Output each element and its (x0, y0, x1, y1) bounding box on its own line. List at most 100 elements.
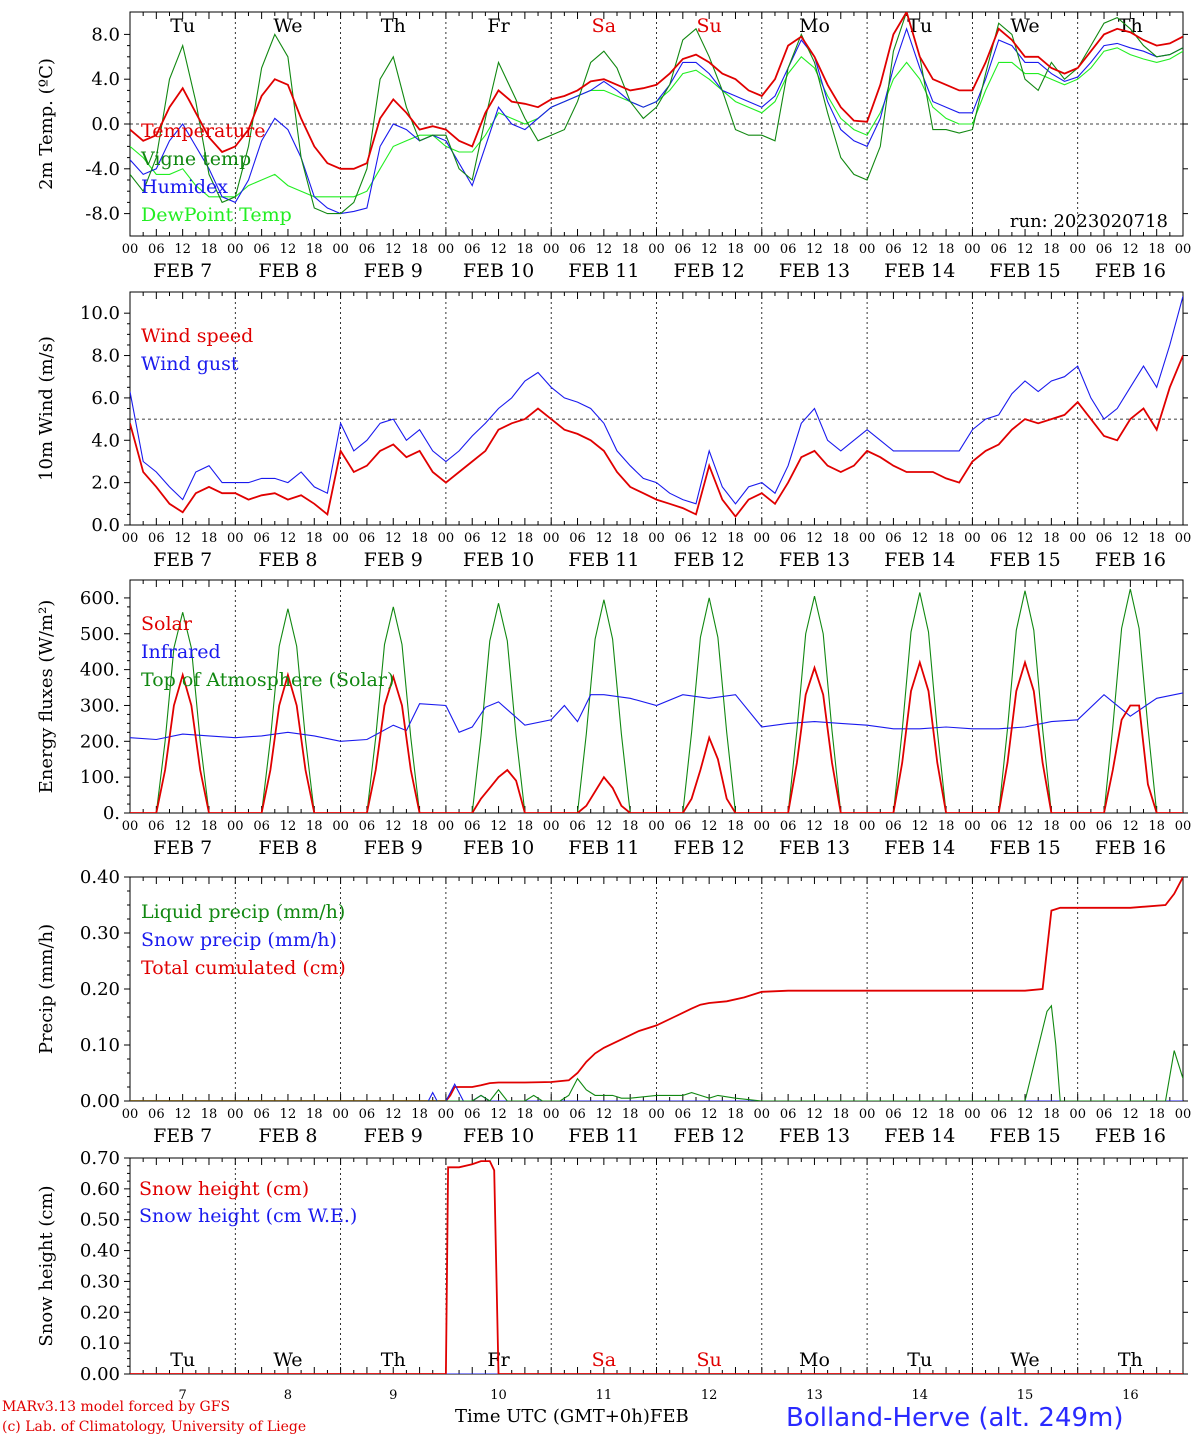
hour-tick-label: 18 (411, 819, 428, 834)
lab-credit: (c) Lab. of Climatology, University of L… (2, 1419, 307, 1435)
y-tick-label: 0.40 (80, 867, 120, 888)
hour-tick-label: 12 (385, 242, 402, 257)
day-number-label: 12 (701, 1388, 718, 1403)
date-label: FEB 15 (989, 260, 1060, 282)
hour-tick-label: 18 (1148, 1107, 1165, 1122)
hour-tick-label: 06 (359, 531, 376, 546)
hour-tick-label: 00 (859, 1107, 876, 1122)
hour-tick-label: 12 (385, 531, 402, 546)
y-tick-label: 0. (103, 803, 120, 824)
date-label: FEB 10 (463, 549, 534, 571)
hour-tick-label: 06 (253, 242, 270, 257)
legend-entry: Vigne temp (140, 148, 251, 170)
hour-tick-label: 12 (911, 819, 928, 834)
date-label: FEB 9 (364, 837, 423, 859)
hour-tick-label: 18 (622, 531, 639, 546)
panel-precip: 0.00 0.10 0.20 0.30 0.40 Precip (mm/h) 00 06 12 1… (36, 867, 1191, 1147)
date-label: FEB 15 (989, 549, 1060, 571)
hour-tick-label: 06 (359, 1107, 376, 1122)
hour-tick-label: 00 (543, 531, 560, 546)
legend-entry: Snow height (cm) (139, 1178, 309, 1200)
hour-tick-label: 06 (885, 819, 902, 834)
hour-tick-label: 12 (701, 531, 718, 546)
hour-tick-label: 00 (332, 819, 349, 834)
day-number-label: 14 (911, 1388, 928, 1403)
hour-tick-label: 12 (490, 819, 507, 834)
date-label: FEB 9 (364, 549, 423, 571)
hour-tick-label: 18 (1148, 531, 1165, 546)
hour-tick-label: 12 (701, 1107, 718, 1122)
hour-tick-label: 00 (438, 1107, 455, 1122)
hour-tick-label: 06 (885, 1107, 902, 1122)
hour-tick-label: 00 (332, 242, 349, 257)
hour-tick-label: 12 (1017, 1107, 1034, 1122)
legend-entry: Wind gust (141, 353, 239, 375)
hour-tick-label: 18 (1043, 531, 1060, 546)
date-label: FEB 9 (364, 1125, 423, 1147)
hour-tick-label: 06 (359, 242, 376, 257)
hour-tick-label: 06 (569, 819, 586, 834)
legend-entry: Temperature (141, 120, 265, 142)
hour-tick-label: 00 (648, 531, 665, 546)
y-tick-label: 8.0 (91, 24, 120, 45)
panel-wind: 0.0 2.0 4.0 6.0 8.0 10.0 10m Wind (m/s) 00 06 12 1… (36, 291, 1191, 571)
hour-tick-label: 18 (1148, 242, 1165, 257)
hour-tick-label: 12 (806, 819, 823, 834)
hour-tick-label: 06 (253, 531, 270, 546)
hour-tick-label: 00 (332, 531, 349, 546)
hour-tick-label: 18 (1148, 819, 1165, 834)
panel-snow: 0.00 0.10 0.20 0.30 0.40 0.50 0.60 0.70 Snow hei… (36, 1148, 1188, 1403)
day-of-week-label: Sa (592, 15, 616, 37)
date-label: FEB 7 (153, 549, 212, 571)
day-of-week-label: Th (381, 1349, 406, 1371)
hour-tick-label: 18 (517, 819, 534, 834)
hour-tick-label: 12 (1122, 242, 1139, 257)
date-label: FEB 16 (1095, 549, 1166, 571)
day-of-week-label: Tu (907, 1349, 932, 1371)
hour-tick-label: 06 (464, 819, 481, 834)
hour-tick-label: 00 (754, 531, 771, 546)
hour-tick-label: 06 (1096, 242, 1113, 257)
panel-energy: 0. 100. 200. 300. 400. 500. 600. Energy fluxes … (36, 579, 1191, 859)
hour-tick-label: 06 (675, 1107, 692, 1122)
date-label: FEB 16 (1095, 837, 1166, 859)
legend-entry: Infrared (141, 641, 221, 663)
hour-tick-label: 00 (227, 531, 244, 546)
hour-tick-label: 18 (1043, 242, 1060, 257)
date-label: FEB 12 (674, 549, 745, 571)
y-tick-label: 0.60 (80, 1179, 120, 1200)
hour-tick-label: 12 (1122, 819, 1139, 834)
day-of-week-label: We (273, 1349, 302, 1371)
hour-tick-label: 18 (411, 531, 428, 546)
hour-tick-label: 18 (833, 242, 850, 257)
date-label: FEB 11 (568, 837, 639, 859)
hour-tick-label: 00 (1069, 242, 1086, 257)
y-axis-label: Precip (mm/h) (36, 924, 57, 1054)
hour-tick-label: 12 (174, 819, 191, 834)
hour-tick-label: 00 (543, 242, 560, 257)
date-label: FEB 8 (258, 837, 317, 859)
hour-tick-label: 12 (806, 242, 823, 257)
hour-tick-label: 12 (1017, 819, 1034, 834)
y-tick-label: 200. (80, 731, 120, 752)
hour-tick-label: 00 (227, 1107, 244, 1122)
y-tick-label: 0.00 (80, 1364, 120, 1385)
hour-tick-label: 12 (280, 242, 297, 257)
hour-tick-label: 00 (648, 819, 665, 834)
hour-tick-label: 18 (517, 242, 534, 257)
date-label: FEB 11 (568, 549, 639, 571)
hour-tick-label: 12 (490, 1107, 507, 1122)
hour-tick-label: 12 (174, 242, 191, 257)
day-number-label: 15 (1017, 1388, 1034, 1403)
hour-tick-label: 00 (332, 1107, 349, 1122)
hour-tick-label: 00 (964, 242, 981, 257)
hour-tick-label: 06 (990, 242, 1007, 257)
hour-tick-label: 00 (227, 242, 244, 257)
hour-tick-label: 06 (885, 242, 902, 257)
hour-tick-label: 06 (359, 819, 376, 834)
date-label: FEB 11 (568, 1125, 639, 1147)
hour-tick-label: 06 (1096, 1107, 1113, 1122)
hour-tick-label: 06 (569, 1107, 586, 1122)
y-axis-label: 2m Temp. (ºC) (36, 58, 57, 190)
date-label: FEB 14 (884, 260, 955, 282)
